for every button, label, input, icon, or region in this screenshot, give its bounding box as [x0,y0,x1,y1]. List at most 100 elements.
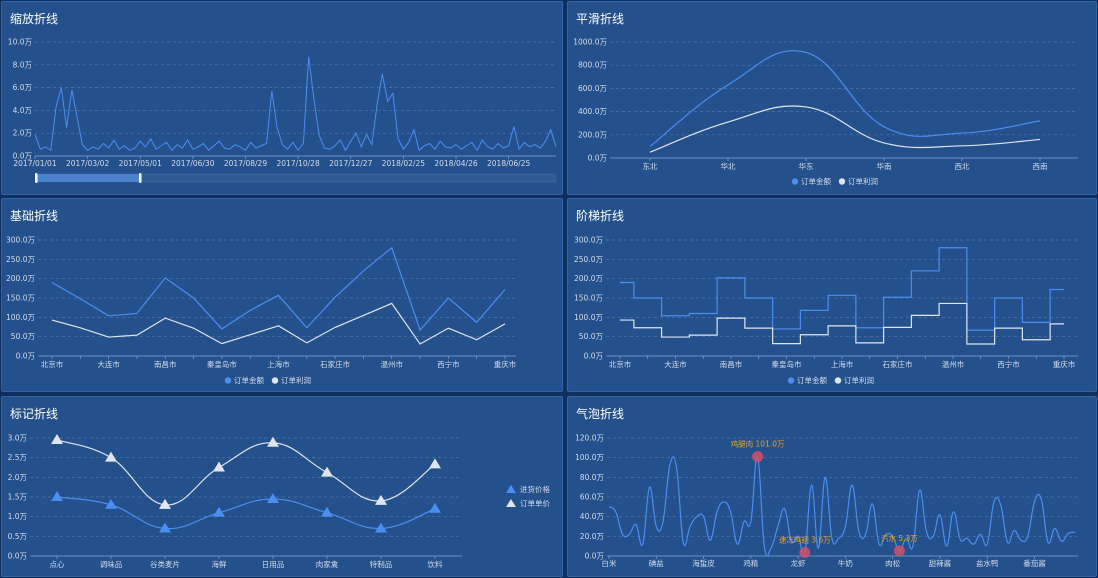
data-point-triangle[interactable] [375,494,387,505]
legend-item: 订单金额 [801,176,831,186]
x-tick-label: 点心 [50,560,65,569]
x-tick-label: 大连市 [664,359,687,369]
y-tick-label: 80.0万 [580,473,605,482]
y-tick-label: 1000.0万 [573,38,607,47]
x-tick-label: 西北 [955,162,970,171]
x-tick-label: 重庆市 [1053,359,1076,369]
y-tick-label: 50.0万 [579,332,604,341]
y-tick-label: 300.0万 [6,236,35,245]
datazoom-handle-left[interactable] [35,173,38,183]
series-line-订单金额 [620,247,1064,331]
y-tick-label: 4.0万 [13,106,33,115]
datazoom-handle-right[interactable] [139,173,142,183]
x-tick-label: 石家庄市 [320,359,350,369]
legend-marker-icon[interactable] [834,377,842,384]
legend-marker-icon[interactable] [224,377,232,384]
legend-item: 订单金额 [797,375,827,385]
mark-point-bubble[interactable] [752,451,764,463]
y-tick-label: 200.0万 [6,274,35,283]
y-tick-label: 300.0万 [574,236,603,245]
y-tick-label: 0.5万 [8,532,28,541]
x-tick-label: 秦皇岛市 [207,359,237,369]
data-point-triangle[interactable] [429,502,441,513]
data-point-triangle[interactable] [105,451,117,462]
y-tick-label: 2.0万 [13,129,33,138]
datazoom-selected-range[interactable] [36,174,140,182]
series-line [34,56,557,152]
data-point-triangle[interactable] [213,461,225,472]
panel-title: 基础折线 [10,209,59,223]
x-tick-label: 肉家禽 [316,559,339,569]
y-tick-label: 100.0万 [6,313,35,322]
x-tick-label: 重庆市 [494,359,517,369]
y-tick-label: 0.0万 [584,352,604,361]
y-tick-label: 50.0万 [11,332,36,341]
series-line-订单利润 [649,105,1041,153]
x-tick-label: 秦皇岛市 [772,359,802,369]
mark-point-label: 鸡腿肉 101.0万 [731,439,785,449]
series-line-订单金额 [649,50,1041,147]
x-tick-label: 碘盐 [649,558,664,568]
legend-marker-icon[interactable] [506,485,516,493]
data-point-triangle[interactable] [429,458,441,469]
x-tick-label: 饮料 [428,559,443,569]
y-tick-label: 250.0万 [574,255,603,264]
data-point-triangle[interactable] [321,506,333,517]
y-tick-label: 0.0万 [585,552,605,561]
x-tick-label: 2017/12/27 [329,159,372,168]
x-tick-label: 上海市 [267,359,290,369]
panel-marker-line: 标记折线 [1,396,563,577]
series-line-订单单价 [56,439,436,506]
legend-marker-icon[interactable] [271,377,279,384]
data-point-triangle[interactable] [159,498,171,509]
data-point-triangle[interactable] [375,522,387,533]
y-tick-label: 2.0万 [8,473,28,482]
legend-marker-icon[interactable] [506,499,516,507]
panel-title: 阶梯折线 [576,209,625,223]
legend-marker-icon[interactable] [791,178,799,185]
data-point-triangle[interactable] [213,506,225,517]
y-tick-label: 2.5万 [8,453,28,462]
panel-title: 标记折线 [10,407,59,421]
data-point-triangle[interactable] [267,492,279,503]
x-tick-label: 2017/08/29 [224,159,267,168]
y-tick-label: 8.0万 [13,60,33,69]
panel-bubble-line: 气泡折线 [567,396,1097,577]
x-tick-label: 海蜇皮 [692,558,715,568]
panel-zoom-line: 缩放折线 [1,1,563,195]
legend-marker-icon[interactable] [787,377,795,384]
data-point-triangle[interactable] [267,436,279,447]
x-tick-label: 西宁市 [437,359,460,369]
x-tick-label: 谷类麦片 [150,559,180,569]
data-point-triangle[interactable] [51,491,63,501]
x-tick-label: 调味品 [100,559,123,569]
x-tick-label: 龙虾 [791,558,806,568]
x-tick-label: 2017/01/01 [13,159,56,168]
x-tick-label: 盐水鸭 [976,558,999,568]
series-line-订单利润 [51,302,506,345]
x-tick-label: 石家庄市 [883,359,913,369]
panel-basic-line: 基础折线 [1,198,563,392]
x-tick-label: 2018/06/25 [487,159,530,168]
mark-point-bubble[interactable] [799,546,811,558]
x-tick-label: 西宁市 [997,359,1020,369]
y-tick-label: 0.0万 [8,552,28,561]
x-tick-label: 2017/05/01 [119,159,162,168]
x-tick-label: 华南 [877,161,892,171]
legend-item: 订单利润 [844,375,874,385]
x-tick-label: 2018/02/25 [382,159,425,168]
x-tick-label: 华东 [799,161,814,171]
data-point-triangle[interactable] [105,498,117,509]
data-point-triangle[interactable] [51,433,63,444]
legend-marker-icon[interactable] [838,178,846,185]
panel-title: 气泡折线 [576,407,625,421]
x-tick-label: 温州市 [942,359,965,369]
data-point-triangle[interactable] [321,466,333,477]
x-tick-label: 2017/06/30 [171,159,214,168]
y-tick-label: 250.0万 [6,255,35,264]
mark-point-label: 速冻鸡翅 3.6万 [779,534,831,544]
y-tick-label: 60.0万 [580,493,605,502]
data-point-triangle[interactable] [159,522,171,533]
mark-point-bubble[interactable] [893,545,905,557]
x-tick-label: 2017/10/28 [277,159,320,168]
